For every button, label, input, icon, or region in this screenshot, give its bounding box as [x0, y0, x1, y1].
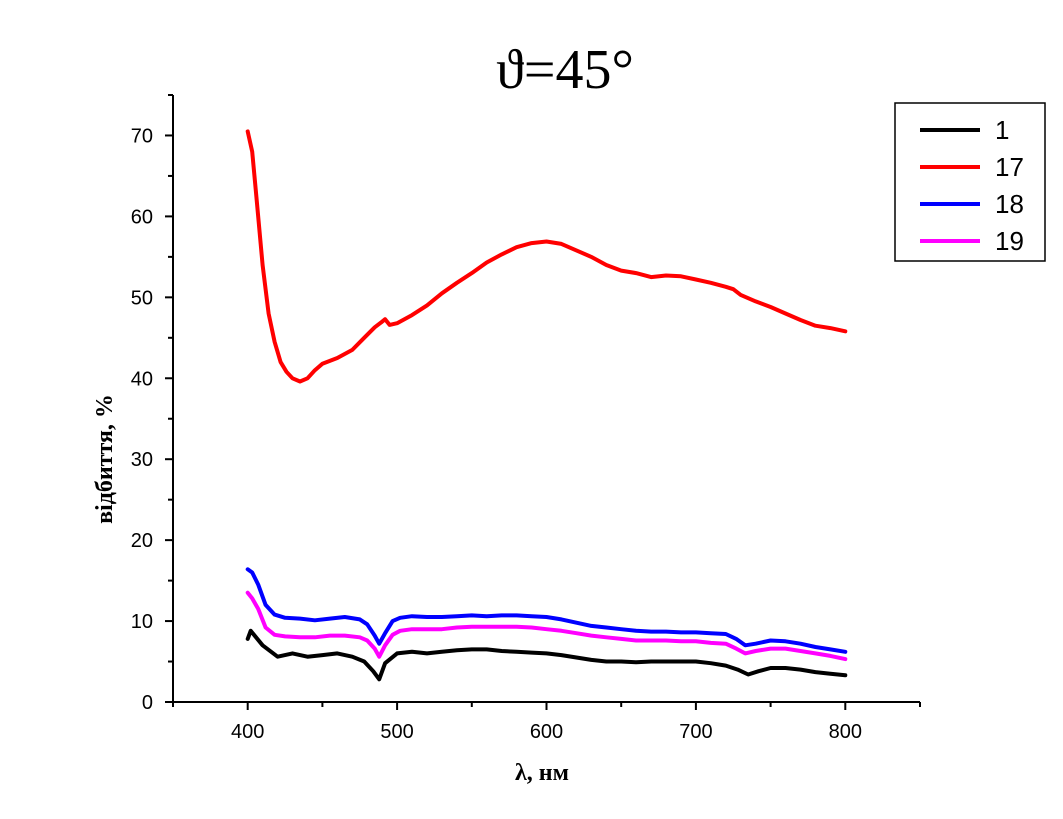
series-line-1: [245, 628, 848, 682]
series-line-18: [245, 567, 848, 654]
x-tick-label: 500: [380, 721, 413, 743]
legend-label-1: 1: [995, 115, 1009, 145]
chart-title: ϑ=45°: [496, 39, 634, 101]
legend-label-18: 18: [995, 189, 1024, 219]
y-tick-label: 60: [131, 206, 153, 228]
plot-area: [245, 129, 848, 682]
y-tick-label: 30: [131, 449, 153, 471]
x-tick-label: 400: [231, 721, 264, 743]
y-tick-label: 10: [131, 611, 153, 633]
axes: 0 10 20 30 40 50 60 70 400 500 600 700 800: [131, 94, 921, 743]
legend-label-17: 17: [995, 152, 1024, 182]
series-line-19: [245, 590, 848, 662]
y-tick-label: 70: [131, 125, 153, 147]
y-axis-label: відбиття, %: [92, 394, 118, 524]
y-tick-label: 0: [142, 692, 153, 714]
x-axis-label: λ, нм: [515, 760, 569, 786]
x-tick-label: 700: [679, 721, 712, 743]
legend: 1 17 18 19: [894, 102, 1046, 262]
y-tick-label: 40: [131, 368, 153, 390]
x-tick-label: 600: [530, 721, 563, 743]
series-line-17: [245, 129, 848, 384]
legend-label-19: 19: [995, 226, 1024, 256]
y-tick-label: 50: [131, 287, 153, 309]
x-tick-label: 800: [829, 721, 862, 743]
y-tick-label: 20: [131, 530, 153, 552]
